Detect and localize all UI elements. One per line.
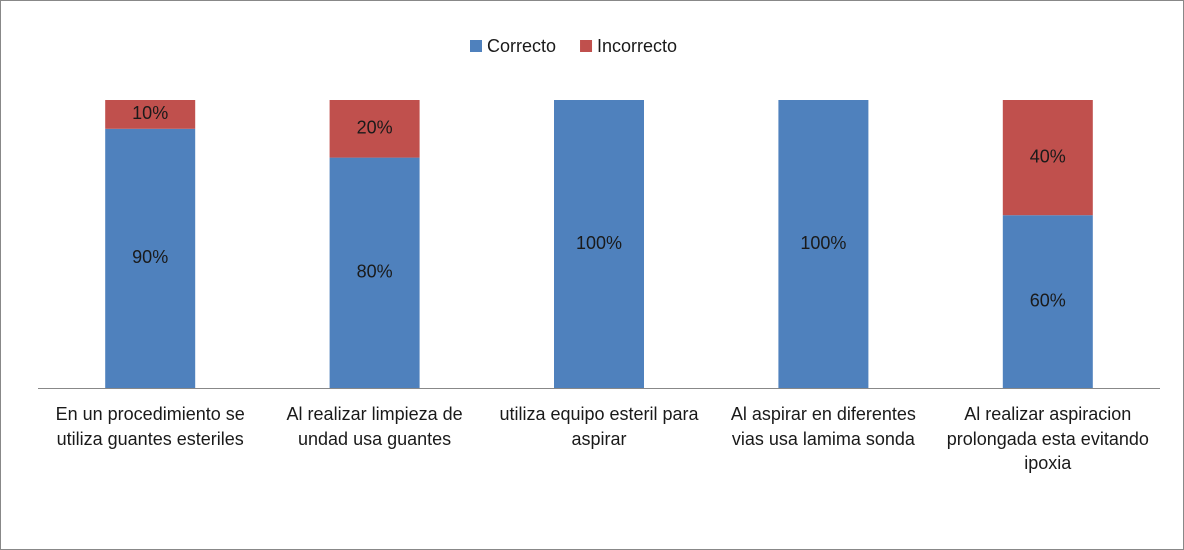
data-label: 90% — [132, 247, 168, 267]
data-label: 100% — [800, 233, 846, 253]
legend-label: Correcto — [487, 36, 556, 56]
bar-segment — [1002, 100, 1093, 216]
x-tick-label: En un procedimiento se utiliza guantes e… — [55, 404, 245, 449]
bar-segment — [1002, 215, 1093, 388]
legend-label: Incorrecto — [597, 36, 677, 56]
x-tick-label: utiliza equipo esteril para aspirar — [499, 404, 699, 449]
bar-segment — [329, 100, 420, 158]
bar-segment — [329, 157, 420, 388]
x-tick-label: Al realizar aspiracion prolongada esta e… — [946, 404, 1149, 473]
bar-segment — [778, 100, 869, 388]
data-label: 60% — [1030, 290, 1066, 310]
x-tick-label: Al realizar limpieza de undad usa guante… — [286, 404, 463, 449]
data-label: 80% — [357, 262, 393, 282]
data-label: 10% — [132, 103, 168, 123]
bar-segment — [554, 100, 644, 388]
x-tick-label: Al aspirar en diferentes vias usa lamima… — [730, 404, 916, 449]
bar-segment — [105, 128, 196, 389]
data-label: 100% — [576, 233, 622, 253]
legend-swatch — [470, 40, 482, 52]
data-label: 40% — [1030, 146, 1066, 166]
bar-segment — [105, 100, 196, 129]
legend-swatch — [580, 40, 593, 52]
data-label: 20% — [357, 118, 393, 138]
